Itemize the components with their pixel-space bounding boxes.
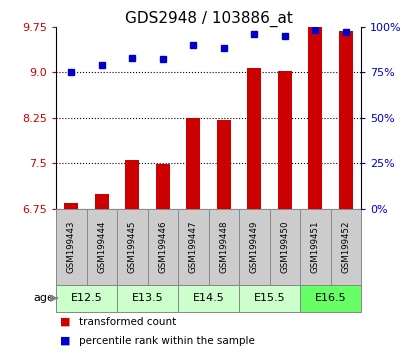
Bar [239,285,300,312]
Text: E16.5: E16.5 [315,293,347,303]
Bar [56,285,117,312]
Text: GSM199448: GSM199448 [219,221,228,273]
Text: GSM199443: GSM199443 [67,221,76,273]
Bar [209,209,239,285]
Bar [156,165,170,209]
Text: E12.5: E12.5 [71,293,103,303]
Bar [217,120,231,209]
Bar [125,160,139,209]
Text: transformed count: transformed count [79,317,176,327]
Text: GSM199449: GSM199449 [250,221,259,273]
Text: GSM199447: GSM199447 [189,221,198,273]
Text: ■: ■ [60,336,71,346]
Bar [178,209,209,285]
Title: GDS2948 / 103886_at: GDS2948 / 103886_at [124,10,293,27]
Bar [331,209,361,285]
Text: E15.5: E15.5 [254,293,286,303]
Text: E13.5: E13.5 [132,293,164,303]
Bar [308,27,322,209]
Text: GSM199450: GSM199450 [280,221,289,273]
Text: GSM199444: GSM199444 [97,221,106,273]
Bar [239,209,270,285]
Text: GSM199445: GSM199445 [128,221,137,273]
Bar [178,285,239,312]
Bar [247,68,261,209]
Text: GSM199452: GSM199452 [341,221,350,273]
Text: percentile rank within the sample: percentile rank within the sample [79,336,255,346]
Bar [339,31,353,209]
Bar [186,118,200,209]
Bar [87,209,117,285]
Text: GSM199446: GSM199446 [158,221,167,273]
Bar [300,209,331,285]
Bar [270,209,300,285]
Bar [300,285,361,312]
Text: ■: ■ [60,317,71,327]
Text: GSM199451: GSM199451 [311,221,320,273]
Bar [56,209,87,285]
Text: age: age [34,293,54,303]
Bar [95,194,109,209]
Bar [117,209,148,285]
Bar [117,285,178,312]
Bar [278,71,292,209]
Text: E14.5: E14.5 [193,293,225,303]
Bar [148,209,178,285]
Bar [64,203,78,209]
